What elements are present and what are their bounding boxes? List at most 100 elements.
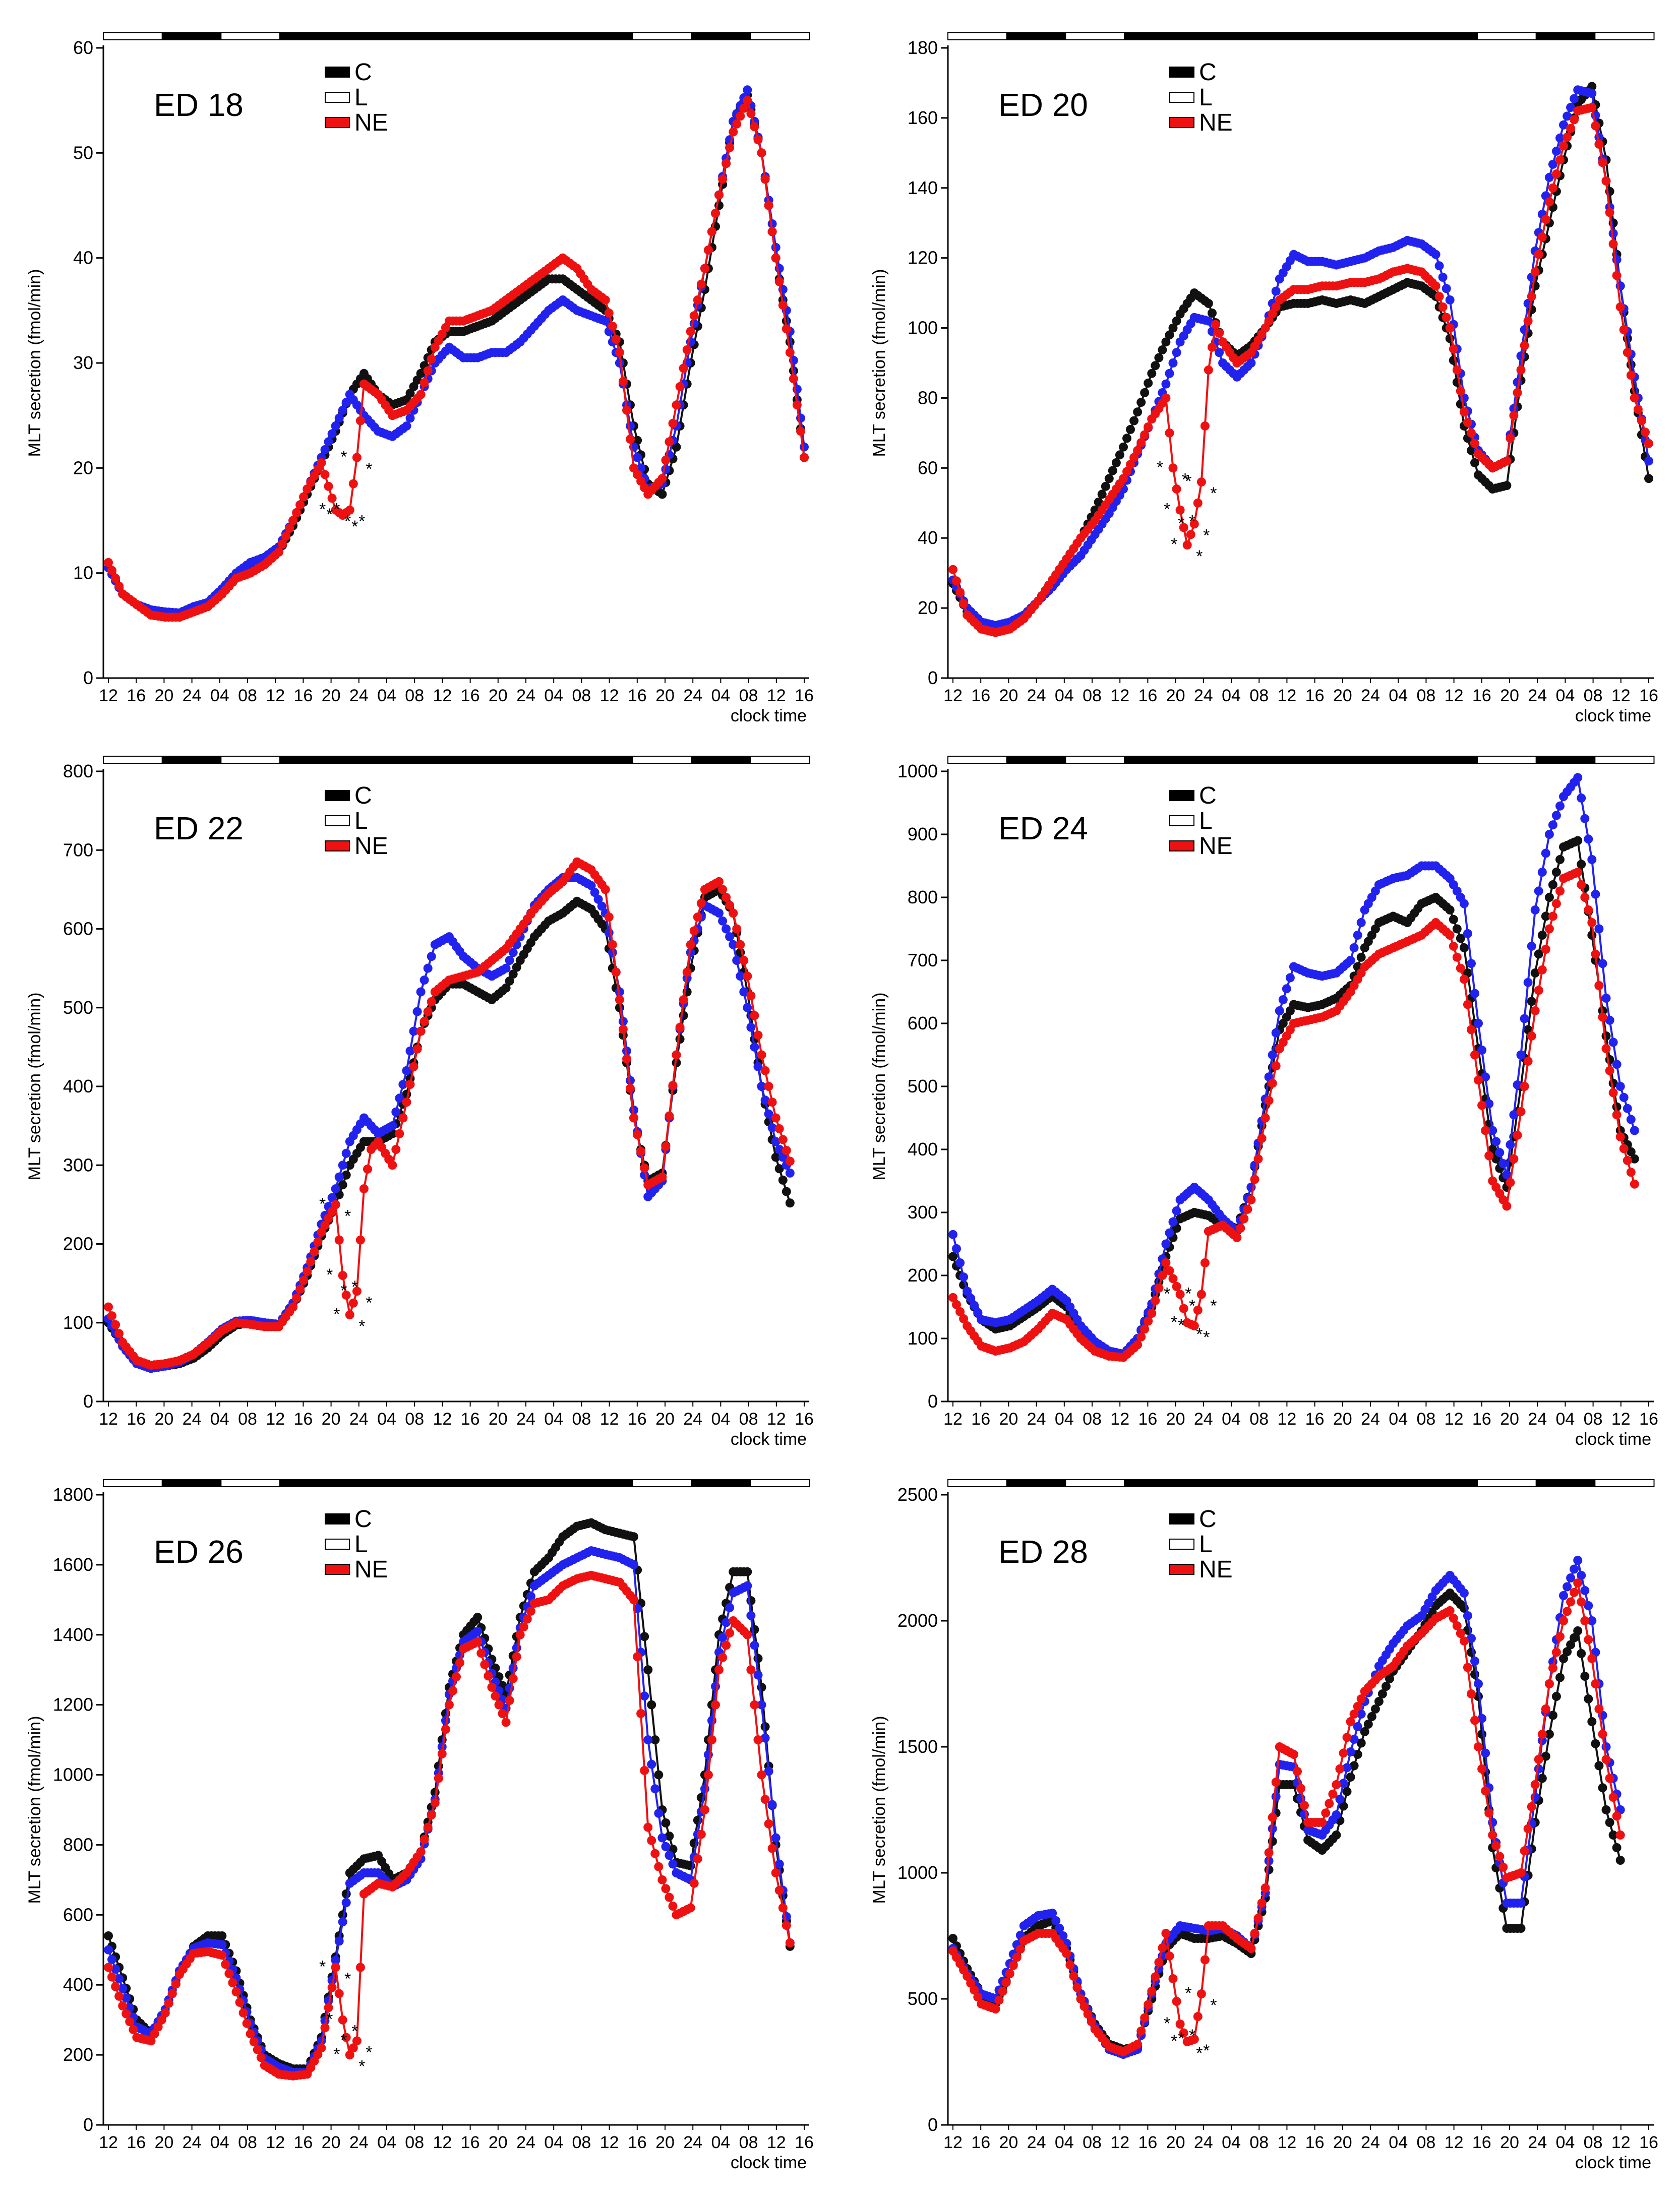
data-point-ne <box>1506 434 1515 443</box>
data-point-c <box>1147 369 1157 378</box>
data-point-ne <box>1555 155 1565 165</box>
data-point-ne <box>1335 1764 1345 1774</box>
data-point-ne <box>618 377 628 386</box>
data-point-l <box>590 888 599 897</box>
series-line-c <box>952 1592 1622 2051</box>
data-point-ne <box>948 565 957 574</box>
x-tick-label: 16 <box>971 1410 990 1429</box>
x-tick-label: 12 <box>943 1410 963 1429</box>
significance-asterisk: * <box>1171 2032 1177 2051</box>
data-point-c <box>1374 1697 1384 1706</box>
panel-title: ED 22 <box>154 810 244 846</box>
data-point-l <box>1275 1006 1284 1015</box>
data-point-ne <box>398 1113 408 1123</box>
x-tick-label: 12 <box>1445 1410 1464 1429</box>
series-l <box>948 773 1639 1359</box>
legend-label-c: C <box>1199 1506 1217 1533</box>
series-c <box>104 1518 795 2073</box>
data-point-ne <box>1470 439 1479 448</box>
data-point-ne <box>1544 924 1554 934</box>
significance-asterisk: * <box>1185 1984 1191 2003</box>
photoperiod-bar-dark <box>161 756 222 764</box>
data-point-c <box>785 1198 795 1208</box>
photoperiod-bar-light <box>1477 32 1537 40</box>
data-point-ne <box>1189 1321 1199 1330</box>
y-tick-label: 10 <box>73 563 93 583</box>
y-tick-label: 1000 <box>53 1764 93 1785</box>
data-point-ne <box>484 1671 493 1681</box>
data-point-ne <box>753 1030 763 1040</box>
x-tick-label: 24 <box>1361 2133 1380 2152</box>
data-point-l <box>1353 1722 1362 1731</box>
data-point-ne <box>1165 1266 1174 1275</box>
data-point-ne <box>1126 460 1135 469</box>
data-point-ne <box>1133 1340 1143 1350</box>
data-point-ne <box>611 335 621 344</box>
data-point-ne <box>1445 1606 1455 1615</box>
data-point-ne <box>1467 1025 1476 1034</box>
significance-asterisk: * <box>1189 512 1195 531</box>
data-point-l <box>391 1107 401 1117</box>
x-tick-label: 20 <box>999 686 1018 705</box>
photoperiod-bar-dark <box>1535 1479 1596 1487</box>
data-point-c <box>650 1735 660 1745</box>
data-point-l <box>217 1940 227 1949</box>
data-point-ne <box>1559 141 1568 151</box>
x-tick-label: 04 <box>377 2133 396 2152</box>
data-point-ne <box>1062 1949 1071 1958</box>
data-point-l <box>1168 358 1178 368</box>
data-point-ne <box>1587 1654 1597 1663</box>
data-point-l <box>338 1917 347 1927</box>
data-point-l <box>1285 973 1295 983</box>
data-point-ne <box>1623 1155 1632 1165</box>
data-point-ne <box>1584 1635 1593 1644</box>
x-tick-label: 12 <box>1611 686 1631 705</box>
x-tick-label: 16 <box>971 2133 990 2152</box>
data-point-ne <box>1133 446 1143 455</box>
data-point-ne <box>696 279 706 289</box>
y-tick-label: 50 <box>73 142 93 163</box>
data-point-c <box>771 1152 781 1162</box>
photoperiod-bar-dark <box>691 756 751 764</box>
data-point-ne <box>1463 1000 1472 1009</box>
data-point-l <box>1268 1050 1277 1060</box>
x-tick-label: 24 <box>1361 1410 1380 1429</box>
data-point-ne <box>1516 365 1526 375</box>
data-point-ne <box>1122 467 1131 476</box>
data-point-ne <box>1072 1983 1082 1992</box>
legend-swatch-ne <box>1169 840 1194 851</box>
x-tick-label: 04 <box>377 686 396 705</box>
data-point-ne <box>1168 1974 1178 1983</box>
data-point-ne <box>774 1124 784 1133</box>
series-line-ne <box>952 106 1650 634</box>
data-point-ne <box>1189 519 1199 529</box>
photoperiod-bar-dark <box>279 32 340 40</box>
data-point-ne <box>1172 1282 1181 1291</box>
data-point-ne <box>1069 1972 1078 1981</box>
data-point-ne <box>1452 952 1462 962</box>
data-point-ne <box>1530 1780 1540 1789</box>
data-point-c <box>1332 1831 1341 1840</box>
y-tick-label: 1200 <box>53 1694 93 1715</box>
data-point-ne <box>1474 1075 1483 1085</box>
data-point-l <box>419 975 429 985</box>
significance-asterisk: * <box>1203 526 1210 545</box>
x-tick-label: 12 <box>1277 686 1296 705</box>
data-point-c <box>1563 1647 1572 1657</box>
photoperiod-bar-dark <box>1418 32 1478 40</box>
data-point-l <box>1551 146 1561 156</box>
data-point-ne <box>736 940 745 949</box>
data-point-l <box>1488 1126 1497 1135</box>
data-point-l <box>1502 1170 1512 1179</box>
y-tick-label: 500 <box>63 997 93 1018</box>
data-point-c <box>1594 1761 1604 1771</box>
series-line-c <box>952 84 1650 630</box>
data-point-l <box>746 1022 756 1032</box>
data-point-ne <box>654 1862 664 1871</box>
x-tick-label: 24 <box>183 2133 202 2152</box>
data-point-ne <box>1615 1831 1625 1840</box>
data-point-l <box>774 1859 784 1869</box>
data-point-ne <box>253 2045 262 2054</box>
data-point-ne <box>1154 1958 1164 1967</box>
data-point-ne <box>1537 232 1547 241</box>
